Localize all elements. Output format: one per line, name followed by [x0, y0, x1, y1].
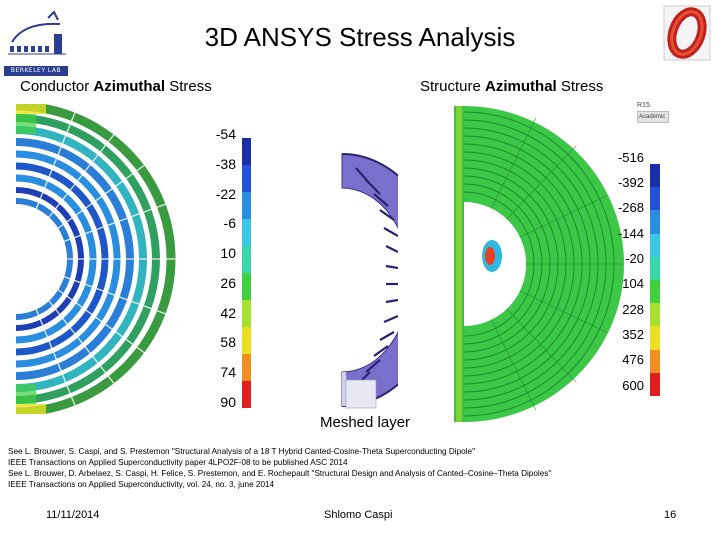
reference-line: See L. Brouwer, D. Arbelaez, S. Caspi, H…	[8, 469, 552, 478]
ansys-badge: R15. Academic	[637, 101, 669, 123]
legend-value: -20	[625, 251, 644, 266]
legend-value: -54	[215, 126, 236, 142]
colorbar-segment	[650, 349, 660, 373]
colorbar-segment	[242, 300, 251, 327]
colorbar-segment	[242, 381, 251, 408]
legend-value: -268	[617, 200, 644, 215]
colorbar-segment	[650, 164, 660, 188]
subtitle-conductor: Conductor Azimuthal Stress	[20, 78, 212, 95]
conductor-legend: -54 -38 -22 -6 10 26 42 58 74 90	[200, 126, 256, 412]
colorbar-segment	[650, 372, 660, 397]
colorbar-segment	[650, 280, 660, 304]
coil-icon	[662, 4, 712, 62]
legend-value: 352	[622, 327, 644, 342]
colorbar-segment	[242, 138, 251, 165]
meshed-layer-plot	[286, 150, 443, 410]
legend-value: 74	[220, 364, 236, 380]
colorbar-segment	[242, 246, 251, 273]
slide-title: 3D ANSYS Stress Analysis	[204, 22, 516, 52]
legend-value: 42	[220, 305, 236, 321]
footer-date: 11/11/2014	[46, 509, 100, 521]
conductor-colorbar	[242, 138, 251, 408]
legend-value: 10	[220, 245, 236, 261]
logo-wordmark: BERKELEY LAB	[4, 66, 68, 76]
ansys-version: R15.	[637, 102, 652, 109]
legend-value: -392	[617, 175, 644, 190]
colorbar-segment	[650, 210, 660, 234]
reference-line: IEEE Transactions on Applied Superconduc…	[8, 458, 348, 467]
colorbar-segment	[650, 233, 660, 257]
legend-value: -22	[215, 186, 236, 202]
ansys-edition: Academic	[637, 111, 669, 123]
reference-line: See L. Brouwer, S. Caspi, and S. Prestem…	[8, 447, 475, 456]
colorbar-segment	[650, 187, 660, 211]
structure-legend: -516 -392 -268 -144 -20 104 228 352 476 …	[612, 150, 676, 400]
legend-value: 228	[622, 302, 644, 317]
colorbar-segment	[242, 165, 251, 192]
legend-value: 90	[220, 394, 236, 410]
meshed-layer-label: Meshed layer	[320, 414, 411, 431]
colorbar-segment	[650, 256, 660, 281]
references: See L. Brouwer, S. Caspi, and S. Prestem…	[8, 446, 551, 490]
colorbar-segment	[650, 326, 660, 350]
legend-value: -144	[617, 226, 644, 241]
colorbar-segment	[650, 303, 660, 327]
legend-value: -6	[223, 215, 236, 231]
structure-stress-plot	[426, 106, 626, 422]
berkeley-lab-logo	[4, 4, 68, 80]
footer-page-number: 16	[664, 509, 677, 521]
legend-value: 600	[622, 378, 644, 393]
colorbar-segment	[242, 219, 251, 246]
colorbar-segment	[242, 354, 251, 381]
footer-author: Shlomo Caspi	[324, 509, 393, 521]
conductor-stress-plot	[15, 104, 206, 414]
legend-value: 476	[622, 352, 644, 367]
reference-line: IEEE Transactions on Applied Superconduc…	[8, 480, 275, 489]
subtitle-structure: Structure Azimuthal Stress	[420, 78, 604, 95]
structure-colorbar	[650, 164, 660, 397]
colorbar-segment	[242, 192, 251, 219]
legend-value: -38	[215, 156, 236, 172]
colorbar-segment	[242, 327, 251, 354]
legend-value: 58	[220, 334, 236, 350]
legend-value: -516	[617, 150, 644, 165]
legend-value: 104	[622, 276, 644, 291]
colorbar-segment	[242, 273, 251, 300]
legend-value: 26	[220, 275, 236, 291]
